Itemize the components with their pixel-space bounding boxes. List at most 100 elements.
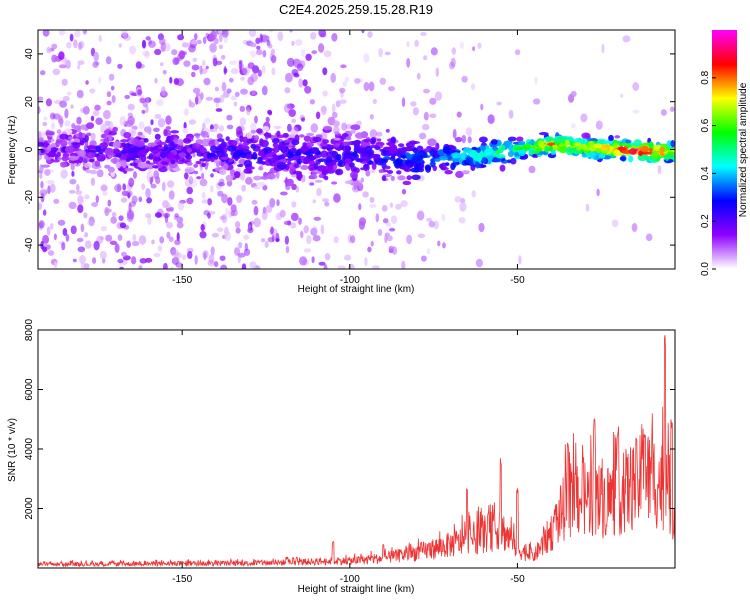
spectrogram-cell xyxy=(83,30,87,34)
spectrogram-cell xyxy=(351,184,360,193)
spectrogram-cell xyxy=(300,145,310,152)
spectrogram-cell xyxy=(246,107,251,116)
spectrogram-cell xyxy=(159,37,166,46)
spectrogram-cell xyxy=(194,33,198,41)
spectrogram-cell xyxy=(199,178,208,187)
spectrogram-cell xyxy=(291,174,297,178)
spectrogram-cell xyxy=(223,163,229,171)
spectrogram-cell xyxy=(266,173,276,180)
spectrogram-cell xyxy=(324,201,330,207)
spectrogram-cell xyxy=(379,77,387,85)
spectrogram-cell xyxy=(102,191,108,196)
spectrogram-cell xyxy=(188,44,196,53)
spectrogram-cell xyxy=(461,170,471,174)
spectrogram-cell xyxy=(259,33,263,44)
spectrogram-cell xyxy=(179,199,187,204)
spectrogram-cell xyxy=(377,138,382,142)
spectrogram-cell xyxy=(518,255,522,265)
spectrogram-cell xyxy=(426,145,433,150)
snr-y-ticks: 2000 4000 6000 8000 xyxy=(24,318,675,520)
spectrogram-cell xyxy=(38,154,42,161)
spectrogram-cell xyxy=(508,109,514,119)
spectrogram-cell xyxy=(138,121,145,130)
spectrogram-cell xyxy=(127,112,133,118)
spectrogram-cell xyxy=(200,224,205,232)
spectrogram-cell xyxy=(309,174,318,180)
spectrogram-cell xyxy=(60,169,68,179)
spectrogram-cell xyxy=(170,130,180,134)
spectrogram-cell xyxy=(638,150,643,157)
spectrogram-cell xyxy=(362,191,369,198)
spectrogram-cell xyxy=(478,222,485,233)
spectrogram-cell xyxy=(410,101,417,107)
spectrogram-cell xyxy=(210,145,218,153)
spectrogram-cell xyxy=(40,149,45,154)
spectrogram-cell xyxy=(340,64,347,69)
spectrogram-cell xyxy=(45,188,50,194)
spectrogram-cell xyxy=(331,33,338,42)
spectrogram-cell xyxy=(311,50,318,55)
spectrogram-cell xyxy=(381,162,387,170)
spectrogram-cell xyxy=(666,145,673,150)
spectrogram-cell xyxy=(358,220,365,230)
spectrogram-cell xyxy=(234,247,240,256)
spectrogram-cell xyxy=(611,219,619,228)
spectrogram-cell xyxy=(161,181,166,192)
colorbar-tick-label: 0.4 xyxy=(700,166,711,180)
spectrogram-cell xyxy=(360,177,364,183)
spectrogram-cell xyxy=(546,136,554,142)
spectrogram-cell xyxy=(172,57,179,66)
spectrogram-cell xyxy=(230,204,237,213)
spectrogram-cell xyxy=(239,117,247,126)
spectrogram-cell xyxy=(570,123,576,129)
spectrogram-cell xyxy=(224,30,228,38)
spectrogram-cell xyxy=(581,153,588,158)
spectrogram-cell xyxy=(396,170,402,175)
spectrogram-cell xyxy=(401,260,406,269)
spectrogram-cell xyxy=(184,178,192,187)
spectrogram-cell xyxy=(587,140,595,148)
spectrogram-cell xyxy=(323,125,333,131)
spectrogram-cell xyxy=(321,198,330,203)
spectrogram-cell xyxy=(448,61,455,70)
spectrogram-cell xyxy=(271,55,277,64)
spectrogram-cell xyxy=(339,99,347,104)
spectrogram-cell xyxy=(240,76,246,81)
spectrogram-cell xyxy=(419,132,427,140)
spectrogram-cell xyxy=(216,152,223,158)
spectrogram-cell xyxy=(370,154,380,159)
spectrogram-cell xyxy=(272,143,279,148)
spectrogram-cell xyxy=(207,152,217,158)
spectrogram-cell xyxy=(112,141,121,149)
spectrogram-cell xyxy=(228,158,234,163)
spectrogram-cell xyxy=(304,85,312,94)
spectrogram-cell xyxy=(93,240,100,251)
spectrogram-cell xyxy=(452,128,457,139)
spectrogram-cell xyxy=(96,169,104,178)
spectrogram-cell xyxy=(507,136,517,142)
spectrogram-cell xyxy=(385,165,391,170)
spectrogram-cell xyxy=(433,220,439,230)
spectrogram-cell xyxy=(78,156,83,164)
spectrogram-cell xyxy=(154,212,162,218)
spectrogram-cell xyxy=(154,157,161,162)
spectrogram-cell xyxy=(344,254,352,261)
spectrogram-cell xyxy=(38,106,41,114)
spectrogram-cell xyxy=(253,217,261,228)
spectrogram-cell xyxy=(313,162,318,169)
spectrogram-cell xyxy=(76,116,82,125)
spectrogram-cell xyxy=(579,138,588,145)
spectrogram-cell xyxy=(459,201,467,212)
spectrogram-cell xyxy=(159,236,165,244)
spectrogram-cell xyxy=(184,168,192,173)
spectrogram-cell xyxy=(190,178,198,188)
spectrogram-cell xyxy=(298,217,302,225)
spectrogram-cell xyxy=(178,152,187,158)
spectrogram-cell xyxy=(57,157,62,161)
spectrogram-y-tick-label: 20 xyxy=(24,96,35,108)
spectrogram-cell xyxy=(270,226,274,235)
spectrogram-cell xyxy=(262,50,267,58)
spectrogram-cell xyxy=(454,136,463,143)
spectrogram-cell xyxy=(499,164,506,172)
